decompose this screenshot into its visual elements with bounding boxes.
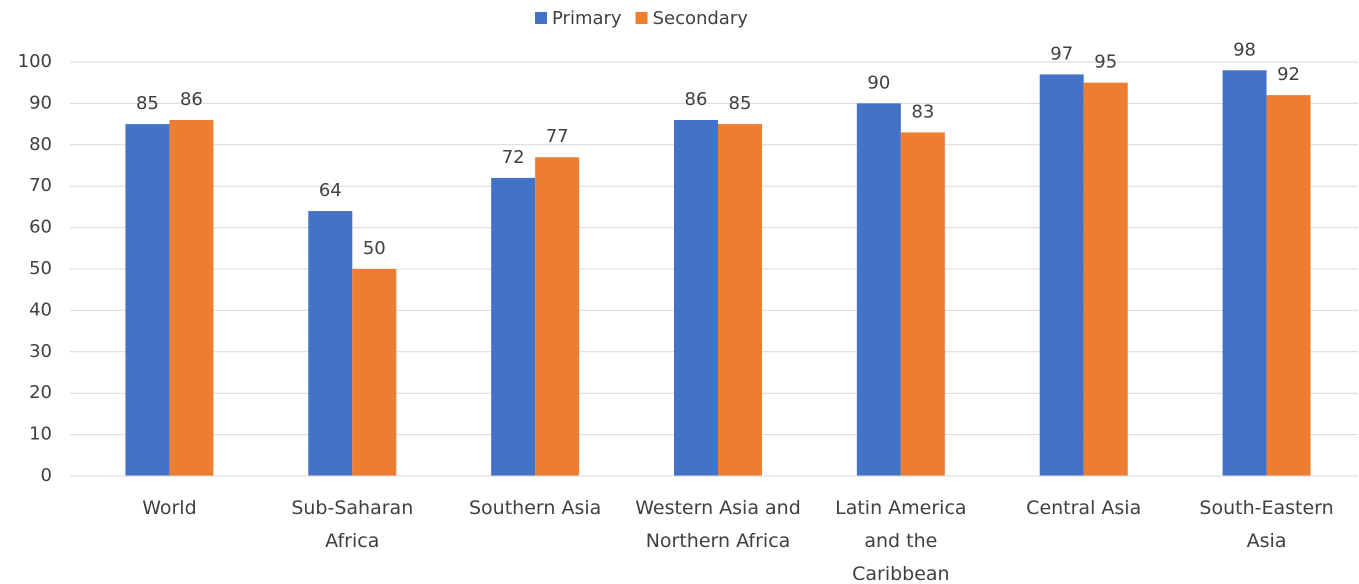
value-label: 72 xyxy=(502,147,525,168)
y-tick-label: 50 xyxy=(29,258,52,279)
legend-label: Secondary xyxy=(653,8,749,29)
y-tick-label: 60 xyxy=(29,217,52,238)
value-label: 86 xyxy=(180,89,203,110)
bar xyxy=(535,157,580,476)
value-label: 85 xyxy=(729,93,752,114)
bar xyxy=(718,124,762,476)
bar xyxy=(1222,70,1267,476)
bar xyxy=(674,119,718,477)
y-tick-label: 20 xyxy=(29,382,52,403)
y-tick-label: 0 xyxy=(41,465,52,486)
x-tick-label: World xyxy=(142,497,197,519)
y-tick-label: 40 xyxy=(29,299,52,320)
x-tick-label: Latin America and the Caribbean xyxy=(835,497,967,584)
value-label: 50 xyxy=(363,238,386,259)
bar xyxy=(169,119,214,477)
value-label: 98 xyxy=(1233,39,1256,60)
legend-swatch xyxy=(635,12,648,24)
legend-swatch xyxy=(535,12,547,24)
x-tick-label: Sub-Saharan Africa xyxy=(291,497,414,552)
bar xyxy=(352,269,397,476)
value-label: 83 xyxy=(911,101,934,122)
bar xyxy=(1266,95,1311,477)
y-tick-label: 90 xyxy=(29,92,52,113)
value-label: 97 xyxy=(1050,43,1073,64)
y-tick-label: 80 xyxy=(29,134,52,155)
y-tick-label: 10 xyxy=(29,424,52,445)
bar xyxy=(491,177,536,477)
value-label: 92 xyxy=(1277,64,1300,85)
legend-label: Primary xyxy=(552,8,622,29)
y-tick-label: 30 xyxy=(29,341,52,362)
value-label: 95 xyxy=(1094,52,1117,73)
bar xyxy=(856,103,901,477)
value-label: 86 xyxy=(685,89,708,110)
bar xyxy=(125,124,170,476)
x-tick-label: Southern Asia xyxy=(468,497,602,519)
bar xyxy=(1083,82,1128,476)
bar xyxy=(900,132,945,476)
value-label: 77 xyxy=(546,126,569,147)
bar xyxy=(308,211,353,477)
x-tick-label: Central Asia xyxy=(1026,497,1142,519)
x-tick-label: South-Eastern Asia xyxy=(1199,497,1334,552)
value-label: 85 xyxy=(136,93,159,114)
bar xyxy=(1039,74,1084,477)
y-tick-label: 70 xyxy=(29,175,52,196)
y-tick-label: 100 xyxy=(18,51,52,72)
value-label: 90 xyxy=(867,72,890,93)
value-label: 64 xyxy=(319,180,342,201)
x-tick-label: Western Asia and Northern Africa xyxy=(635,497,801,552)
